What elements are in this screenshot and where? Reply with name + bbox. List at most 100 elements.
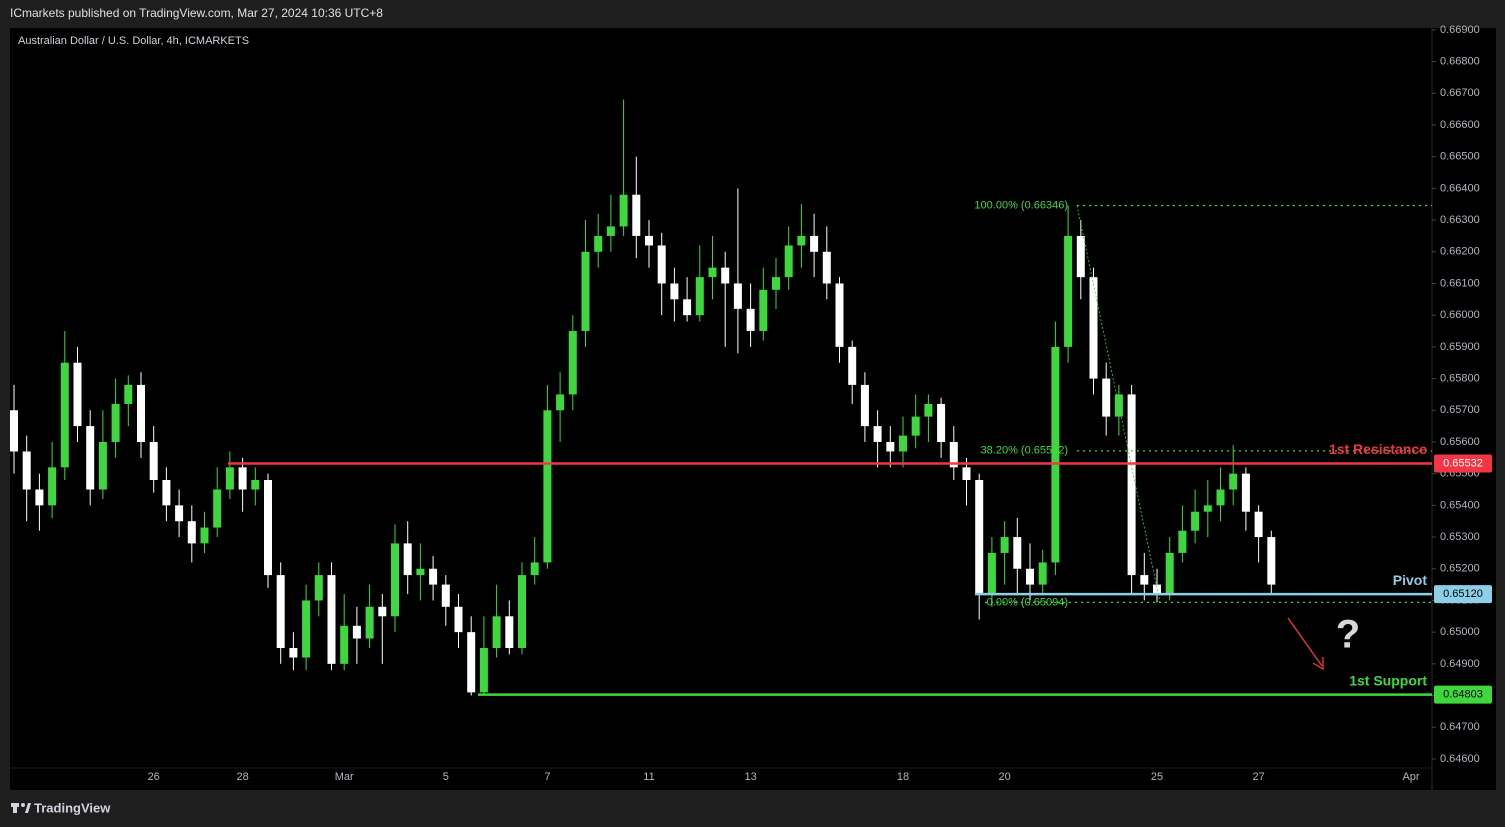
- candle-body: [225, 467, 234, 490]
- candle-body: [276, 575, 285, 648]
- candle-body: [1000, 537, 1009, 553]
- candle-body: [1102, 378, 1111, 417]
- candle-body: [670, 283, 679, 300]
- y-tick-label: 0.64600: [1440, 753, 1480, 765]
- y-tick-label: 0.65600: [1440, 436, 1480, 448]
- plot-layer: 0.646000.647000.648000.649000.650000.651…: [10, 24, 1492, 783]
- candle-body: [581, 251, 590, 332]
- candle-body: [1203, 505, 1212, 512]
- x-tick-label: 25: [1151, 771, 1163, 783]
- candle-body: [352, 625, 361, 639]
- price-badge: [1434, 585, 1492, 604]
- candle-body: [543, 410, 552, 563]
- candle-body: [1191, 511, 1200, 531]
- x-tick-label: 20: [998, 771, 1010, 783]
- candle-body: [784, 245, 793, 278]
- published-line: ICmarkets published on TradingView.com, …: [10, 6, 383, 20]
- chart-pane: [10, 28, 1496, 790]
- candle-body: [10, 410, 18, 452]
- candle-body: [479, 647, 488, 693]
- fib-label: 100.00% (0.66346): [974, 199, 1068, 211]
- candle-body: [1267, 537, 1276, 585]
- level-name: 1st Resistance: [1329, 441, 1427, 457]
- candle-body: [822, 251, 831, 284]
- price-badge-label: 0.65532: [1443, 457, 1483, 469]
- candle-body: [657, 245, 666, 284]
- candle-body: [35, 489, 44, 506]
- logo-part: [21, 803, 25, 807]
- y-tick-label: 0.65900: [1440, 341, 1480, 353]
- y-tick-label: 0.66800: [1440, 56, 1480, 68]
- candle-body: [1026, 568, 1034, 585]
- candle-body: [60, 362, 69, 468]
- candle-body: [772, 277, 780, 290]
- arrow-shaft: [1287, 617, 1323, 667]
- y-tick-label: 0.65700: [1440, 404, 1480, 416]
- candle-body: [1140, 575, 1149, 585]
- candle-body: [137, 384, 145, 442]
- price-badge: [1434, 685, 1492, 704]
- candle-body: [391, 543, 399, 617]
- candle-body: [987, 552, 996, 595]
- candle-body: [22, 451, 31, 490]
- candle-body: [48, 467, 57, 506]
- y-tick-label: 0.65200: [1440, 563, 1480, 575]
- x-tick-label: Apr: [1402, 771, 1419, 783]
- candle-body: [327, 575, 336, 664]
- candle-body: [302, 600, 311, 658]
- level-name: Pivot: [1393, 572, 1428, 588]
- candle-body: [708, 267, 717, 278]
- price-badge-label: 0.64803: [1443, 688, 1483, 700]
- candle-body: [264, 480, 272, 576]
- candle-body: [530, 562, 539, 576]
- candle-body: [1064, 235, 1073, 347]
- candle-body: [848, 346, 857, 385]
- candle-body: [1076, 235, 1085, 278]
- candle-body: [1165, 552, 1174, 595]
- candle-body: [899, 435, 907, 452]
- candle-body: [467, 632, 476, 693]
- candle-body: [1038, 562, 1047, 585]
- candle-body: [746, 308, 755, 332]
- candle-body: [124, 384, 133, 404]
- candle-body: [86, 426, 95, 490]
- x-tick-label: 5: [443, 771, 449, 783]
- candle-body: [975, 480, 984, 595]
- candle-body: [505, 616, 514, 648]
- candle-body: [365, 606, 374, 639]
- candle-body: [797, 235, 806, 246]
- level-name: 1st Support: [1349, 672, 1427, 688]
- y-tick-label: 0.65800: [1440, 372, 1480, 384]
- candle-body: [759, 289, 768, 332]
- candle-body: [721, 267, 730, 284]
- x-tick-label: 7: [544, 771, 550, 783]
- candle-body: [314, 575, 323, 601]
- candle-body: [187, 521, 196, 544]
- candle-body: [289, 647, 298, 658]
- candle-body: [340, 625, 349, 664]
- footer-brand[interactable]: TradingView: [34, 800, 111, 815]
- candle-body: [73, 362, 82, 427]
- y-tick-label: 0.64700: [1440, 721, 1480, 733]
- candle-body: [1216, 489, 1225, 506]
- candle-body: [1229, 473, 1238, 490]
- candle-body: [860, 384, 869, 427]
- y-tick-label: 0.66300: [1440, 214, 1480, 226]
- candle-body: [492, 616, 501, 648]
- y-tick-label: 0.66100: [1440, 277, 1480, 289]
- candle-body: [937, 403, 946, 442]
- y-tick-label: 0.66000: [1440, 309, 1480, 321]
- y-tick-label: 0.66400: [1440, 182, 1480, 194]
- candle-body: [251, 480, 260, 490]
- candle-body: [149, 441, 158, 481]
- y-tick-label: 0.66200: [1440, 246, 1480, 258]
- candle-body: [441, 584, 450, 607]
- candle-body: [175, 505, 184, 522]
- y-tick-label: 0.65300: [1440, 531, 1480, 543]
- candle-body: [835, 283, 844, 347]
- candle-body: [645, 235, 653, 246]
- candle-body: [1051, 346, 1060, 563]
- candle-body: [632, 194, 641, 236]
